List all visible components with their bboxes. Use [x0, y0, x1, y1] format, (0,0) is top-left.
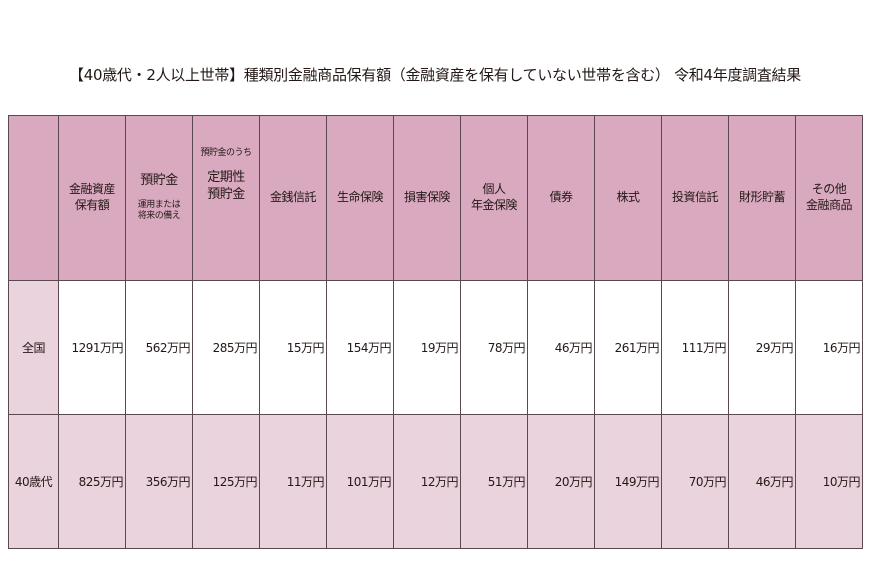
- value-cell: 29万円: [728, 280, 796, 415]
- col-header: 株式: [594, 115, 662, 281]
- value-cell: 149万円: [594, 414, 662, 549]
- value-cell: 285万円: [192, 280, 260, 415]
- value-cell: 825万円: [58, 414, 126, 549]
- col-header: 財形貯蓄: [728, 115, 796, 281]
- col-header: 損害保険: [393, 115, 461, 281]
- value-cell: 125万円: [192, 414, 260, 549]
- col-header: 預貯金のうち 定期性 預貯金: [192, 115, 260, 281]
- col-header: その他 金融商品: [795, 115, 863, 281]
- value-cell: 46万円: [728, 414, 796, 549]
- col-header: 投資信託: [661, 115, 729, 281]
- table-row: 全国 1291万円 562万円 285万円 15万円 154万円 19万円 78万円 46万円 2…: [8, 280, 863, 415]
- financial-holdings-table: 金融資産 保有額 預貯金 運用または 将来の備え 預貯金のうち 定期性 預貯金 金銭信託 …: [8, 115, 863, 549]
- value-cell: 111万円: [661, 280, 729, 415]
- value-cell: 78万円: [460, 280, 528, 415]
- corner-cell: [8, 115, 59, 281]
- col-header: 生命保険: [326, 115, 394, 281]
- value-cell: 12万円: [393, 414, 461, 549]
- value-cell: 1291万円: [58, 280, 126, 415]
- col-header: 預貯金 運用または 将来の備え: [125, 115, 193, 281]
- value-cell: 20万円: [527, 414, 595, 549]
- value-cell: 356万円: [125, 414, 193, 549]
- col-header: 債券: [527, 115, 595, 281]
- value-cell: 10万円: [795, 414, 863, 549]
- col-header: 個人 年金保険: [460, 115, 528, 281]
- col-header: 金銭信託: [259, 115, 327, 281]
- row-header: 全国: [8, 280, 59, 415]
- page-title: 【40歳代・2人以上世帯】種類別金融商品保有額（金融資産を保有していない世帯を含…: [69, 66, 801, 84]
- col-header: 金融資産 保有額: [58, 115, 126, 281]
- table-row: 40歳代 825万円 356万円 125万円 11万円 101万円 12万円 51万円 20万円…: [8, 414, 863, 549]
- value-cell: 51万円: [460, 414, 528, 549]
- value-cell: 154万円: [326, 280, 394, 415]
- header-row: 金融資産 保有額 預貯金 運用または 将来の備え 預貯金のうち 定期性 預貯金 金銭信託 …: [8, 115, 863, 281]
- row-header: 40歳代: [8, 414, 59, 549]
- value-cell: 101万円: [326, 414, 394, 549]
- value-cell: 46万円: [527, 280, 595, 415]
- value-cell: 562万円: [125, 280, 193, 415]
- value-cell: 16万円: [795, 280, 863, 415]
- value-cell: 11万円: [259, 414, 327, 549]
- value-cell: 19万円: [393, 280, 461, 415]
- value-cell: 261万円: [594, 280, 662, 415]
- value-cell: 70万円: [661, 414, 729, 549]
- value-cell: 15万円: [259, 280, 327, 415]
